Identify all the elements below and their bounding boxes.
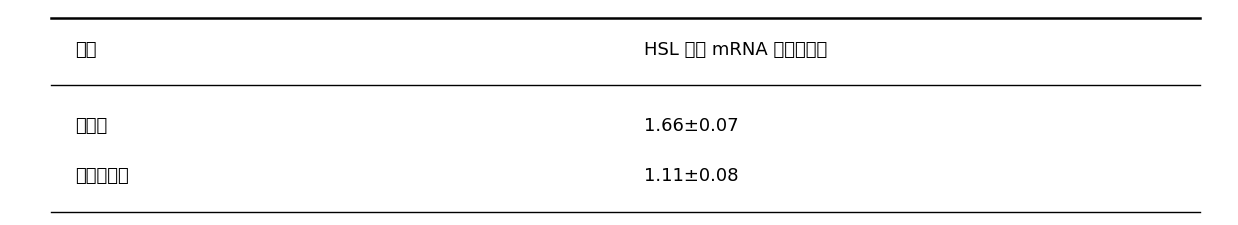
Text: HSL 基因 mRNA 相对表达量: HSL 基因 mRNA 相对表达量 xyxy=(644,41,827,59)
Text: 蒙古牛: 蒙古牛 xyxy=(76,117,108,135)
Text: 1.11±0.08: 1.11±0.08 xyxy=(644,166,738,184)
Text: 品种: 品种 xyxy=(76,41,97,59)
Text: 1.66±0.07: 1.66±0.07 xyxy=(644,117,738,135)
Text: 西门塔尔牛: 西门塔尔牛 xyxy=(76,166,129,184)
